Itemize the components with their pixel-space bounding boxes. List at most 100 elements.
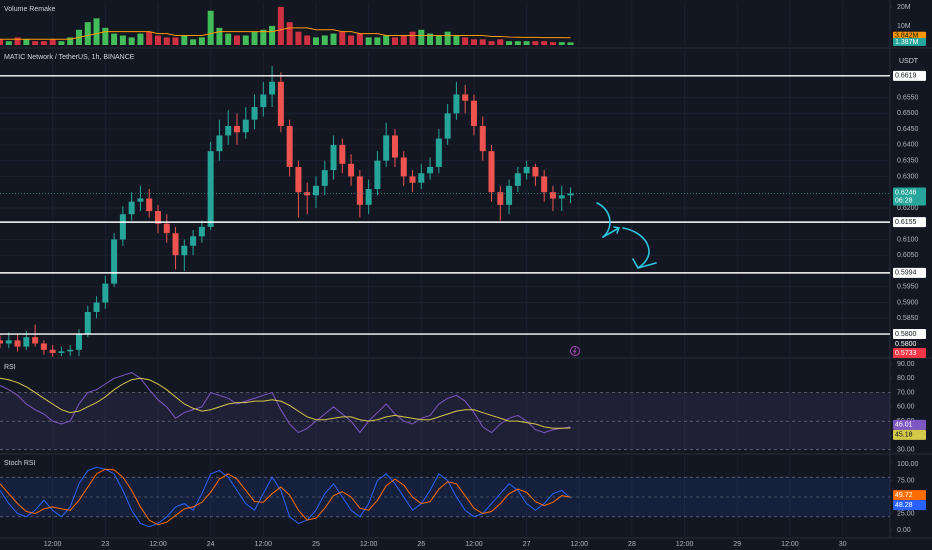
- y-tick-label: 30.00: [897, 447, 915, 454]
- volume-bar: [312, 37, 319, 45]
- volume-bar: [233, 35, 240, 45]
- volume-bar: [435, 35, 442, 45]
- volume-bar: [514, 41, 521, 45]
- x-tick-label: 30: [839, 541, 847, 548]
- volume-bar: [119, 35, 126, 45]
- indicator-line: [0, 377, 571, 429]
- candle-body: [119, 214, 126, 240]
- volume-bar: [198, 37, 205, 45]
- indicator-line: [0, 468, 571, 526]
- volume-bar: [506, 41, 513, 45]
- event-icon[interactable]: [570, 346, 580, 356]
- low-price-badge-bg: [893, 348, 926, 358]
- y-tick-label: 0.6500: [897, 110, 919, 117]
- candle-body: [488, 151, 495, 193]
- indicator-value-badge-bg: [893, 419, 926, 430]
- level-badge: 0.5800: [895, 331, 917, 338]
- volume-bar: [453, 35, 460, 45]
- y-tick-label: 0.00: [897, 527, 911, 534]
- candle-body: [102, 283, 109, 303]
- x-tick-label: 12:00: [465, 541, 483, 548]
- volume-value-badge: 1.387M: [895, 39, 919, 46]
- volume-bar: [93, 18, 100, 45]
- volume-bar: [58, 41, 65, 45]
- indicator-value-badge: 48.28: [895, 502, 913, 509]
- x-tick-label: 28: [628, 541, 636, 548]
- volume-bar: [225, 33, 232, 45]
- arrowhead: [632, 258, 657, 269]
- volume-bar: [14, 37, 21, 45]
- level-badge-bg: [893, 267, 926, 278]
- candle-body: [40, 343, 47, 350]
- volume-bar: [163, 37, 170, 45]
- volume-bar: [260, 29, 267, 45]
- candle-body: [541, 176, 548, 193]
- candle-body: [549, 192, 556, 199]
- level-badge: 0.5800: [895, 341, 917, 348]
- volume-bar: [523, 41, 530, 45]
- candle-body: [0, 340, 3, 344]
- volume-bar: [269, 25, 276, 45]
- candle-body: [374, 160, 381, 190]
- volume-bar: [400, 35, 407, 45]
- x-tick-label: 12:00: [360, 541, 378, 548]
- volume-value-badge-bg: [893, 38, 926, 46]
- volume-bar: [479, 39, 486, 45]
- candle-body: [111, 239, 118, 284]
- candle-body: [383, 135, 390, 161]
- y-tick-label: 75.00: [897, 477, 915, 484]
- level-badge-bg: [893, 70, 926, 81]
- volume-bar: [541, 41, 548, 45]
- y-tick-label: 70.00: [897, 389, 915, 396]
- ma-value-badge-bg: [893, 31, 926, 40]
- candle-body: [523, 166, 530, 174]
- volume-bar: [304, 35, 311, 45]
- candle-body: [269, 81, 276, 95]
- volume-bar: [0, 39, 3, 45]
- volume-bar: [190, 39, 197, 45]
- candle-body: [312, 185, 319, 196]
- volume-bar: [418, 29, 425, 45]
- candle-body: [400, 157, 407, 177]
- drawn-arrows: [596, 202, 657, 269]
- indicator-value-badge: 45.18: [895, 432, 913, 439]
- volume-bar: [470, 39, 477, 45]
- candle-body: [23, 337, 30, 347]
- volume-bar: [154, 35, 161, 45]
- candle-body: [260, 94, 267, 108]
- x-tick-label: 12:00: [149, 541, 167, 548]
- indicator-value-badge: 49.72: [895, 492, 913, 499]
- y-tick-label: 25.00: [897, 510, 915, 517]
- candle-body: [190, 236, 197, 246]
- candle-body: [567, 193, 574, 196]
- candle-body: [181, 245, 188, 256]
- x-tick-label: 26: [417, 541, 425, 548]
- volume-bar: [5, 41, 12, 45]
- y-tick-label: 0.6100: [897, 236, 919, 243]
- volume-bar: [532, 41, 539, 45]
- y-tick-label: 0.5950: [897, 284, 919, 291]
- candle-body: [356, 176, 363, 205]
- x-tick-label: 12:00: [44, 541, 62, 548]
- candle-body: [295, 166, 302, 193]
- level-badge-bg: [893, 217, 926, 228]
- indicator-value-badge: 46.01: [895, 422, 913, 429]
- y-tick-label: 20M: [897, 4, 911, 11]
- volume-bar: [84, 22, 91, 45]
- candle-body: [128, 201, 135, 215]
- last-price: 0.6246: [895, 189, 917, 196]
- x-tick-label: 29: [733, 541, 741, 548]
- volume-bar: [251, 31, 258, 45]
- candle-body: [93, 302, 100, 312]
- y-tick-label: 0.6350: [897, 157, 919, 164]
- candle-body: [348, 163, 355, 177]
- volume-bar: [40, 41, 47, 45]
- volume-bar: [374, 37, 381, 45]
- volume-bar: [549, 42, 556, 45]
- volume-bar: [146, 31, 153, 45]
- indicator-line: [0, 466, 571, 528]
- candle-body: [172, 233, 179, 256]
- candle-body: [32, 337, 39, 344]
- volume-bar: [427, 33, 434, 45]
- candle-body: [321, 170, 328, 186]
